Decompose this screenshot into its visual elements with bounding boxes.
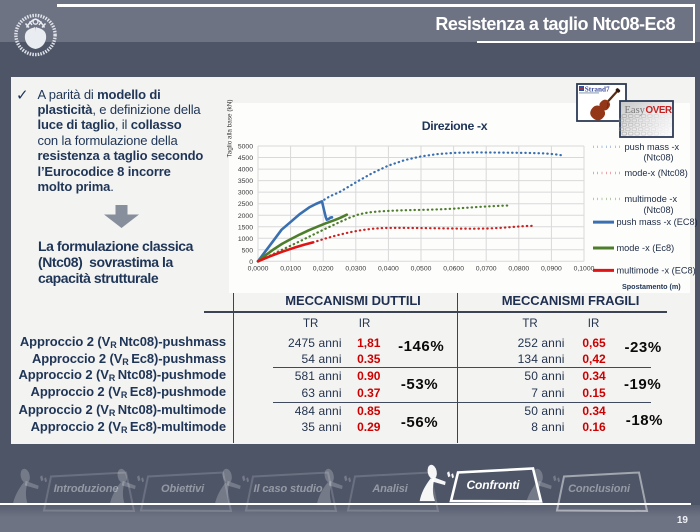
svg-text:0: 0 [249,259,253,266]
svg-text:0,0900: 0,0900 [541,265,562,272]
svg-text:3000: 3000 [238,190,253,197]
svg-text:0,0100: 0,0100 [280,265,301,272]
svg-text:(Ntc08): (Ntc08) [644,153,674,163]
svg-text:0,1000: 0,1000 [574,265,595,272]
svg-text:0,0700: 0,0700 [476,265,497,272]
svg-text:0,0200: 0,0200 [313,265,334,272]
svg-text:multimode -x: multimode -x [625,194,678,204]
svg-text:2500: 2500 [238,201,253,208]
svg-text:0,0300: 0,0300 [345,265,366,272]
svg-text:push mass -x: push mass -x [625,142,680,152]
svg-text:Strand7: Strand7 [585,85,610,93]
svg-text:500: 500 [242,247,254,254]
svg-text:0,0000: 0,0000 [248,265,269,272]
svg-text:OVER: OVER [646,105,672,116]
svg-text:Easy: Easy [625,105,646,116]
svg-text:4000: 4000 [238,167,253,174]
svg-text:5000: 5000 [238,144,253,151]
svg-text:0,0600: 0,0600 [443,265,464,272]
svg-text:push mass -x (EC8): push mass -x (EC8) [617,217,698,227]
svg-text:mode -x (Ec8): mode -x (Ec8) [617,243,675,253]
svg-text:4500: 4500 [238,155,253,162]
svg-text:1000: 1000 [238,236,253,243]
svg-text:3500: 3500 [238,178,253,185]
svg-text:mode-x (Ntc08): mode-x (Ntc08) [625,168,688,178]
svg-text:2000: 2000 [238,213,253,220]
svg-text:0,0500: 0,0500 [411,265,432,272]
svg-text:0,0800: 0,0800 [508,265,529,272]
svg-text:1500: 1500 [238,224,253,231]
svg-text:(Ntc08): (Ntc08) [644,205,674,215]
svg-text:multimode -x (EC8): multimode -x (EC8) [617,265,696,275]
svg-text:0,0400: 0,0400 [378,265,399,272]
